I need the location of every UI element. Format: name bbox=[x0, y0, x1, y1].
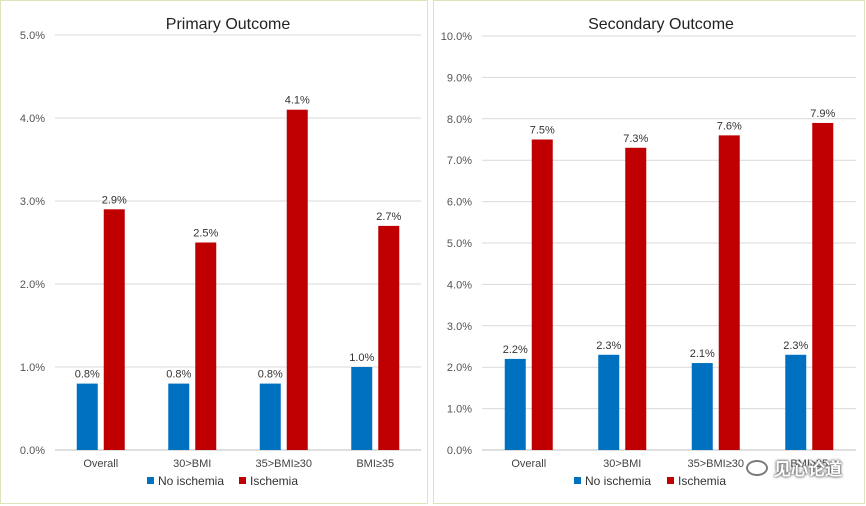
secondary-outcome-chart: Secondary Outcome 0.0% 1.0% 2.0% 3.0% 4.0% 5.0… bbox=[441, 16, 856, 488]
x-category-label: 35>BMI≥30 bbox=[688, 458, 745, 470]
y-tick-label: 4.0% bbox=[447, 279, 472, 291]
bar bbox=[812, 122, 834, 450]
bar bbox=[103, 209, 125, 450]
legend-swatch bbox=[147, 477, 154, 484]
data-label: 2.9% bbox=[102, 194, 127, 206]
data-label: 7.5% bbox=[530, 125, 555, 137]
y-tick-label: 9.0% bbox=[447, 72, 472, 84]
bar bbox=[286, 109, 308, 450]
y-tick-label: 5.0% bbox=[20, 30, 45, 42]
data-label: 0.8% bbox=[75, 369, 100, 381]
x-category-label: BMI≥35 bbox=[356, 458, 394, 470]
legend-label: No ischemia bbox=[585, 474, 651, 488]
bar bbox=[195, 242, 217, 450]
x-category-label: 30>BMI bbox=[173, 458, 211, 470]
primary-outcome-chart: Primary Outcome 0.0% 1.0% 2.0% 3.0% 4.0% 5.0% O… bbox=[20, 16, 421, 488]
chart-title: Primary Outcome bbox=[166, 16, 291, 33]
watermark-text: 见心论道 bbox=[774, 460, 842, 479]
y-tick-label: 2.0% bbox=[20, 279, 45, 291]
bar bbox=[718, 135, 740, 451]
legend-swatch bbox=[667, 477, 674, 484]
data-label: 0.8% bbox=[258, 369, 283, 381]
secondary-outcome-panel: Secondary Outcome 0.0% 1.0% 2.0% 3.0% 4.0% 5.0… bbox=[433, 0, 865, 504]
y-tick-label: 5.0% bbox=[447, 238, 472, 250]
bar bbox=[378, 225, 400, 450]
y-tick-label: 3.0% bbox=[20, 196, 45, 208]
wechat-icon bbox=[746, 459, 768, 476]
y-tick-label: 0.0% bbox=[447, 445, 472, 457]
bar bbox=[625, 147, 647, 450]
bar bbox=[351, 367, 373, 450]
bar bbox=[168, 383, 190, 450]
data-label: 2.3% bbox=[783, 340, 808, 352]
x-category-label: Overall bbox=[83, 458, 118, 470]
data-label: 0.8% bbox=[166, 369, 191, 381]
legend-label: No ischemia bbox=[158, 474, 224, 488]
legend-swatch bbox=[239, 477, 246, 484]
x-category-label: 30>BMI bbox=[603, 458, 641, 470]
x-category-label: Overall bbox=[511, 458, 546, 470]
y-tick-label: 1.0% bbox=[20, 362, 45, 374]
watermark: 见心论道 bbox=[746, 455, 842, 480]
legend-label: Ischemia bbox=[678, 474, 726, 488]
y-tick-label: 0.0% bbox=[20, 445, 45, 457]
data-label: 2.5% bbox=[193, 228, 218, 240]
data-label: 7.6% bbox=[717, 120, 742, 132]
bar bbox=[504, 358, 526, 450]
data-label: 1.0% bbox=[349, 352, 374, 364]
y-tick-label: 6.0% bbox=[447, 197, 472, 209]
data-label: 2.7% bbox=[376, 211, 401, 223]
data-label: 2.1% bbox=[690, 348, 715, 360]
legend-swatch bbox=[574, 477, 581, 484]
data-label: 7.3% bbox=[623, 133, 648, 145]
y-tick-label: 4.0% bbox=[20, 113, 45, 125]
legend-label: Ischemia bbox=[250, 474, 298, 488]
chart-title: Secondary Outcome bbox=[588, 16, 734, 33]
data-label: 2.3% bbox=[596, 340, 621, 352]
y-tick-label: 3.0% bbox=[447, 321, 472, 333]
x-category-label: 35>BMI≥30 bbox=[256, 458, 313, 470]
bar bbox=[691, 363, 713, 450]
y-tick-label: 10.0% bbox=[441, 31, 472, 43]
x-category-label: BMI≥35 bbox=[790, 458, 828, 470]
bar bbox=[259, 383, 281, 450]
bar bbox=[598, 354, 620, 450]
primary-outcome-panel: Primary Outcome 0.0% 1.0% 2.0% 3.0% 4.0% 5.0% O… bbox=[0, 0, 428, 504]
data-label: 2.2% bbox=[503, 344, 528, 356]
y-tick-label: 7.0% bbox=[447, 155, 472, 167]
y-tick-label: 2.0% bbox=[447, 362, 472, 374]
y-tick-label: 1.0% bbox=[447, 404, 472, 416]
bar bbox=[531, 139, 553, 450]
data-label: 7.9% bbox=[810, 108, 835, 120]
y-tick-label: 8.0% bbox=[447, 114, 472, 126]
bar bbox=[76, 383, 98, 450]
bar bbox=[785, 354, 807, 450]
data-label: 4.1% bbox=[285, 95, 310, 107]
